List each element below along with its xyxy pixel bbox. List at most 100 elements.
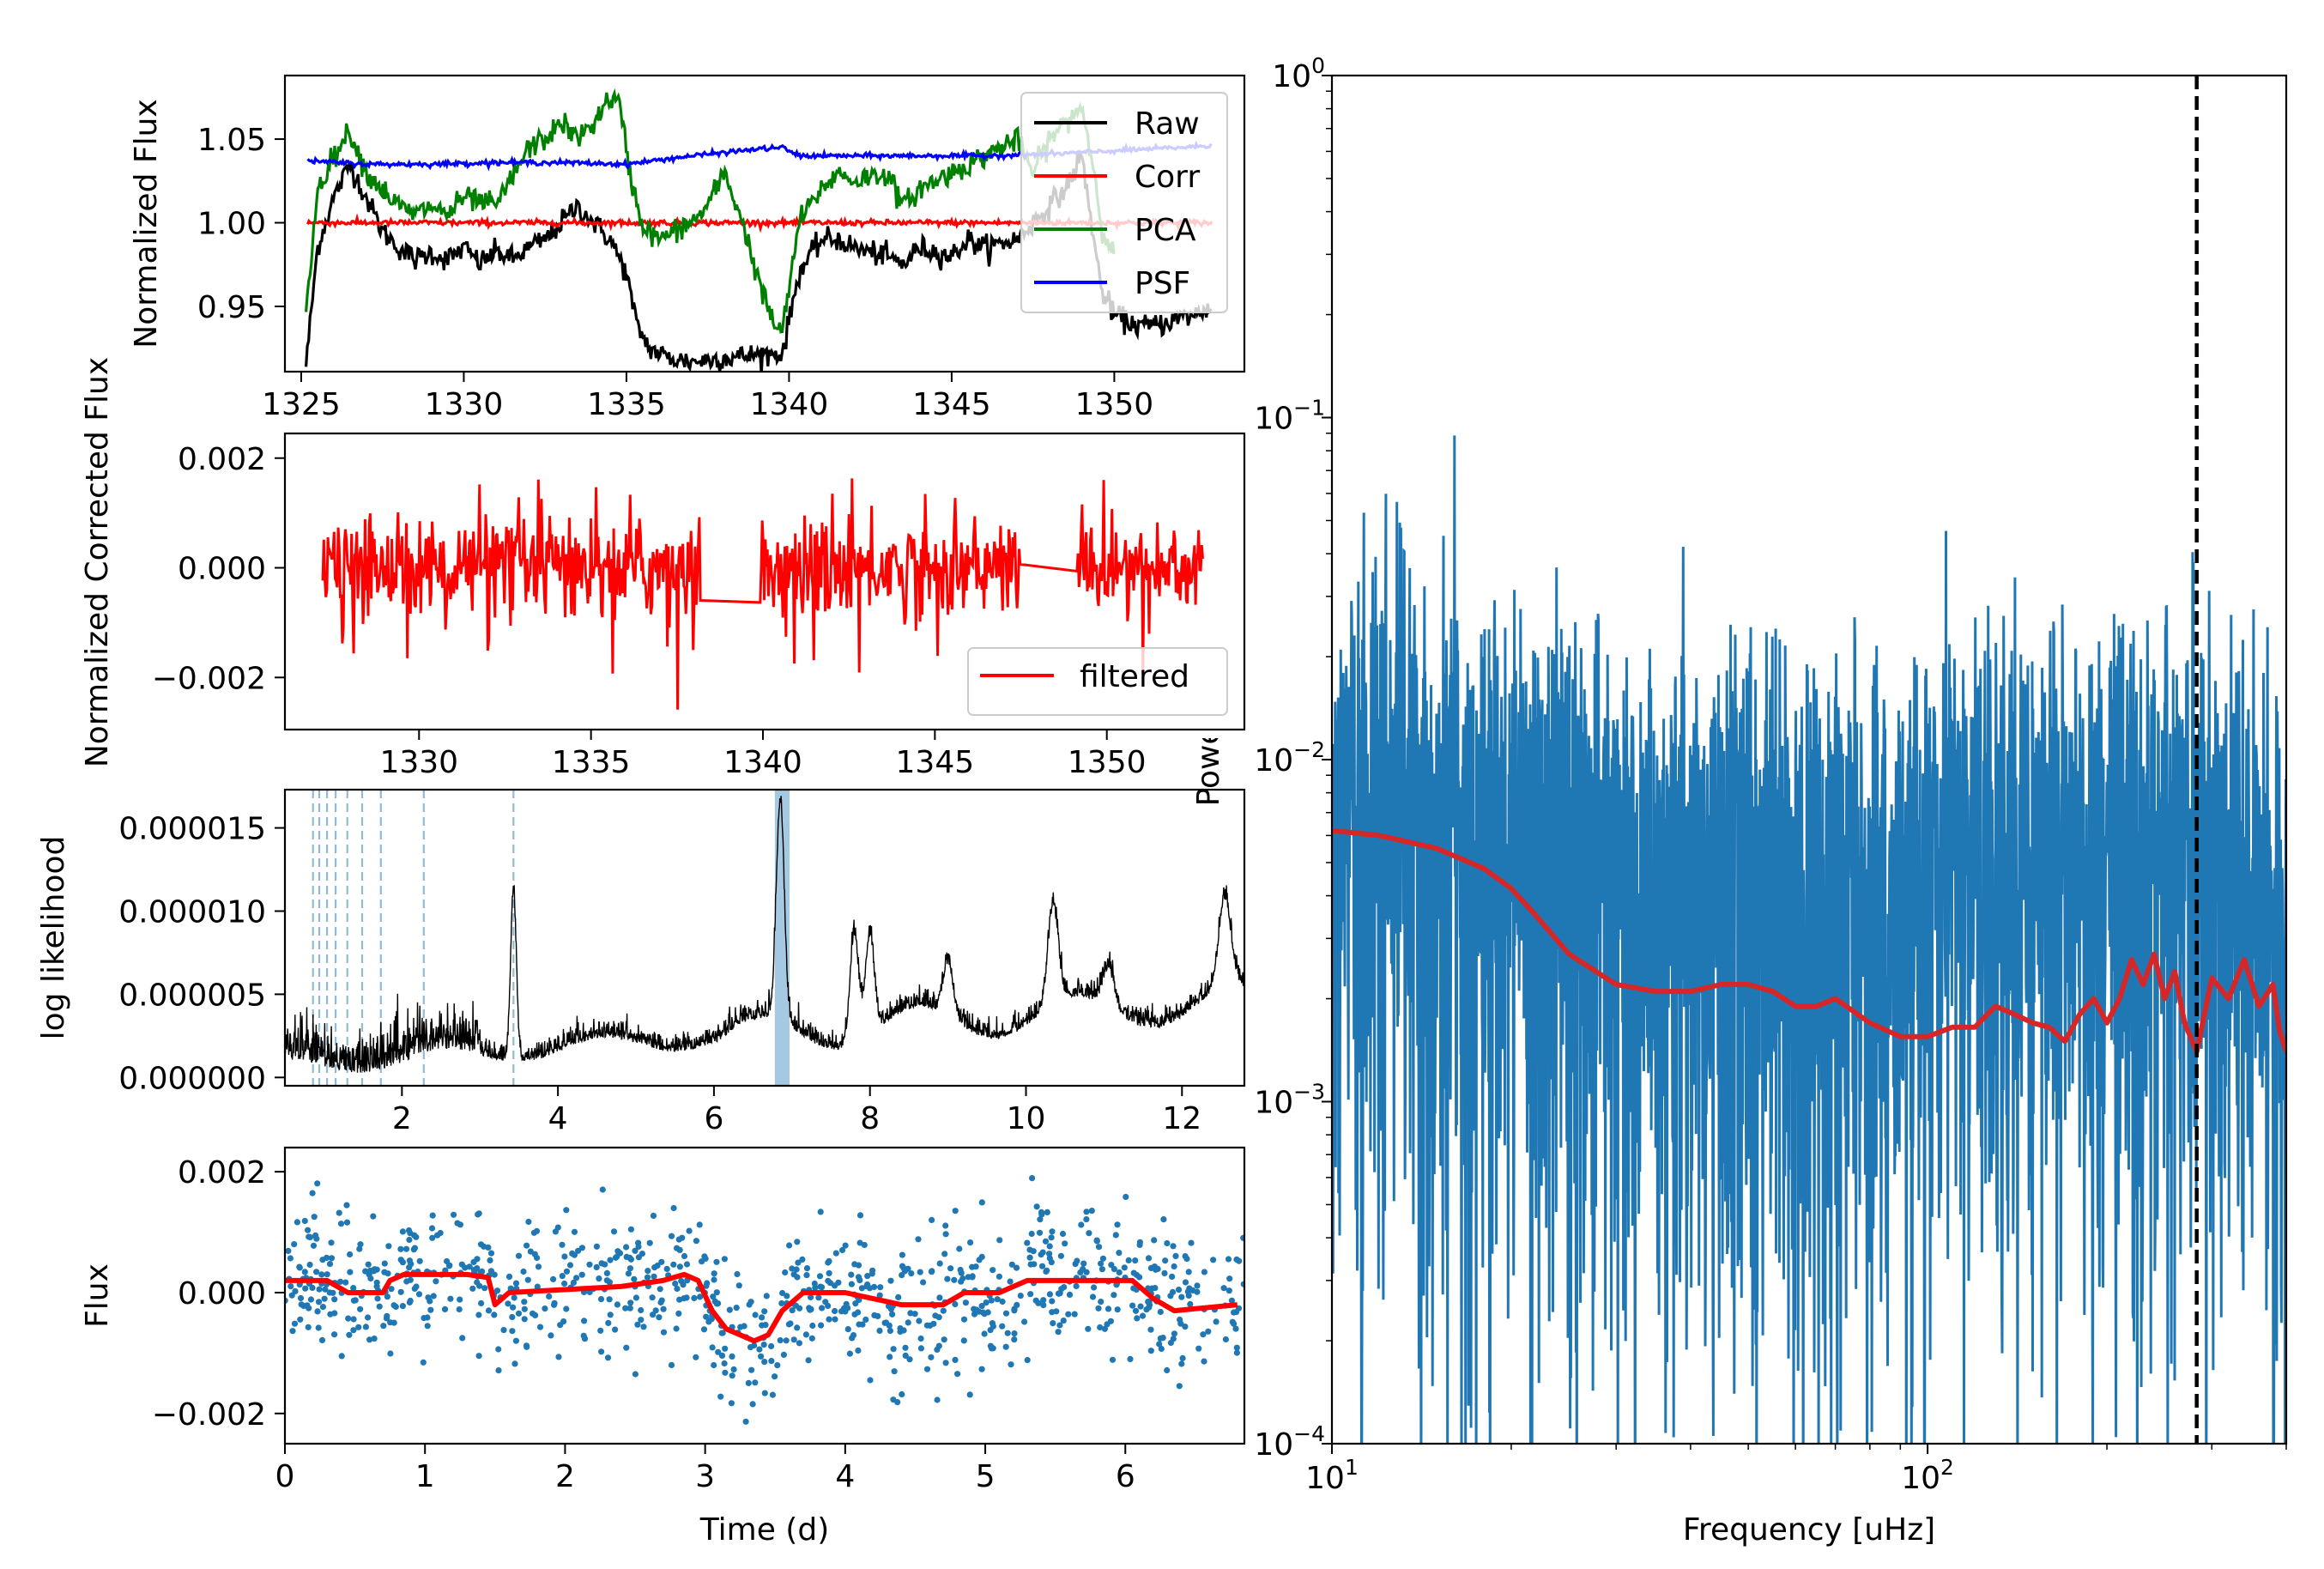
scatter-point (638, 1251, 646, 1257)
scatter-point (1222, 1336, 1229, 1343)
scatter-point (777, 1337, 784, 1344)
scatter-point (1073, 1282, 1080, 1289)
y-tick-label: 1.00 (197, 207, 266, 242)
scatter-point (1036, 1229, 1044, 1236)
scatter-point (715, 1348, 722, 1355)
scatter-point (683, 1261, 691, 1268)
scatter-point (434, 1232, 441, 1239)
scatter-point (708, 1316, 715, 1323)
likelihood-panel: 2 4 6 8 10 12 0.000000 0.000005 0.000010 0.000015… (36, 788, 1246, 1136)
scatter-point (1002, 1310, 1010, 1317)
scatter-point (1132, 1307, 1140, 1314)
scatter-point (428, 1225, 436, 1232)
scatter-point (752, 1312, 759, 1318)
scatter-point (761, 1359, 768, 1366)
scatter-point (384, 1293, 390, 1300)
scatter-point (297, 1316, 304, 1323)
scatter-point (285, 1247, 292, 1254)
x-tick-label: 2 (555, 1459, 575, 1494)
scatter-point (509, 1313, 516, 1321)
y-axis-label: Normalized Corrected Flux (80, 357, 115, 767)
scatter-point (786, 1242, 793, 1249)
scatter-point (818, 1322, 825, 1329)
scatter-point (559, 1241, 566, 1248)
scatter-point (1029, 1175, 1036, 1182)
scatter-point (561, 1253, 568, 1260)
scatter-point (598, 1348, 605, 1355)
scatter-point (956, 1245, 963, 1252)
scatter-point (889, 1311, 896, 1318)
scatter-point (1154, 1265, 1161, 1272)
scatter-point (1145, 1255, 1153, 1262)
scatter-point (855, 1347, 862, 1354)
scatter-point (1136, 1274, 1143, 1281)
scatter-point (319, 1257, 326, 1263)
scatter-point (981, 1330, 988, 1337)
scatter-point (713, 1289, 720, 1296)
scatter-point (876, 1292, 883, 1299)
scatter-point (1050, 1320, 1056, 1327)
scatter-point (934, 1346, 941, 1353)
scatter-point (1048, 1259, 1055, 1266)
scatter-point (1040, 1302, 1047, 1309)
scatter-point (1089, 1293, 1097, 1300)
scatter-point (403, 1278, 410, 1285)
scatter-point (942, 1231, 949, 1238)
scatter-point (951, 1276, 958, 1283)
scatter-point (607, 1312, 614, 1318)
scatter-point (1225, 1256, 1232, 1263)
scatter-point (902, 1352, 909, 1359)
scatter-point (650, 1212, 657, 1219)
likelihood-frame (283, 788, 1246, 1087)
x-tick-label: 102 (1901, 1455, 1954, 1496)
scatter-point (1074, 1257, 1080, 1264)
scatter-point (365, 1261, 372, 1268)
scatter-point (634, 1321, 641, 1328)
scatter-point (495, 1346, 502, 1353)
scatter-point (534, 1283, 541, 1290)
scatter-point (328, 1239, 335, 1246)
scatter-point (1127, 1355, 1134, 1362)
scatter-point (730, 1366, 737, 1373)
scatter-point (1044, 1209, 1050, 1215)
scatter-point (923, 1366, 931, 1372)
scatter-point (902, 1344, 909, 1351)
scatter-point (291, 1320, 299, 1327)
scatter-point (420, 1359, 427, 1366)
scatter-point (406, 1264, 413, 1271)
scatter-point (812, 1284, 819, 1291)
scatter-point (941, 1251, 948, 1257)
scatter-point (1013, 1264, 1020, 1271)
scatter-point (779, 1289, 786, 1297)
scatter-point (999, 1323, 1006, 1330)
scatter-point (900, 1265, 907, 1272)
scatter-point (911, 1311, 918, 1318)
scatter-point (1055, 1290, 1062, 1297)
scatter-point (657, 1286, 663, 1293)
scatter-point (957, 1266, 964, 1274)
scatter-point (848, 1271, 855, 1278)
scatter-point (891, 1368, 898, 1375)
scatter-point (1055, 1329, 1062, 1336)
scatter-point (561, 1280, 568, 1287)
scatter-point (899, 1251, 905, 1258)
scatter-point (721, 1256, 729, 1263)
scatter-point (691, 1294, 698, 1301)
scatter-point (415, 1291, 423, 1298)
scatter-point (967, 1239, 974, 1246)
scatter-point (301, 1269, 308, 1275)
scatter-point (614, 1301, 621, 1308)
scatter-point (571, 1228, 578, 1235)
scatter-point (531, 1251, 538, 1257)
scatter-point (1031, 1261, 1038, 1268)
scatter-point (429, 1234, 436, 1241)
x-tick-label: 1350 (1068, 745, 1147, 780)
scatter-point (474, 1256, 481, 1263)
scatter-point (441, 1305, 449, 1312)
scatter-point (930, 1320, 937, 1327)
scatter-point (1035, 1299, 1042, 1306)
scatter-point (936, 1294, 943, 1301)
scatter-point (855, 1262, 862, 1269)
scatter-point (370, 1213, 377, 1220)
scatter-point (674, 1245, 681, 1251)
